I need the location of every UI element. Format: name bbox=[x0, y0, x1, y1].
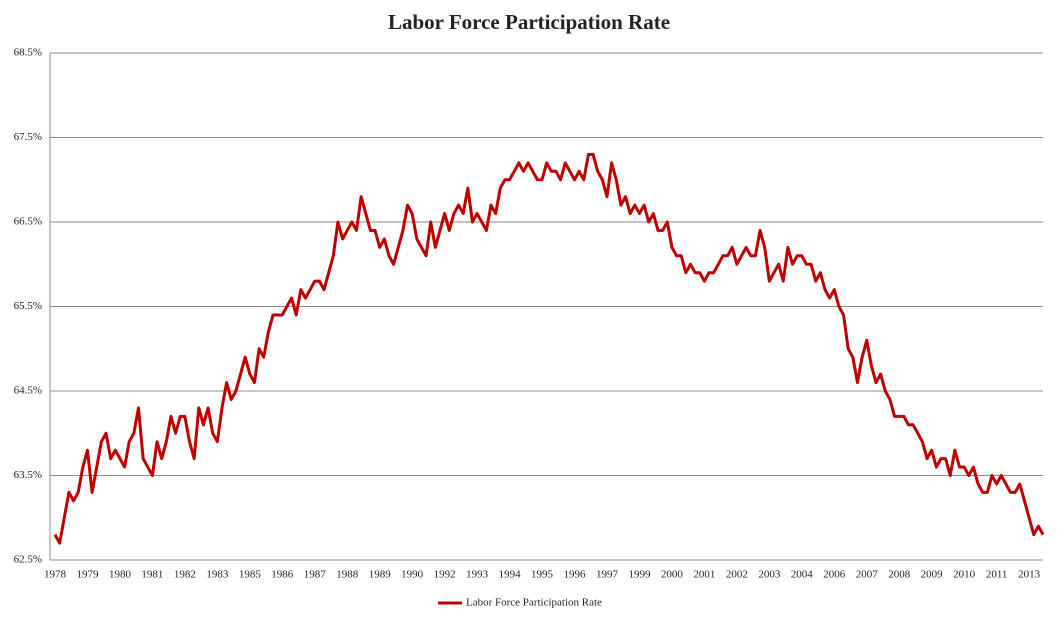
y-tick-label: 66.5% bbox=[14, 216, 42, 228]
x-tick-label: 1999 bbox=[628, 569, 651, 581]
x-tick-label: 1985 bbox=[239, 569, 262, 581]
x-tick-label: 2001 bbox=[693, 569, 715, 581]
x-tick-label: 1978 bbox=[44, 569, 67, 581]
x-tick-label: 2000 bbox=[661, 569, 684, 581]
x-tick-label: 1989 bbox=[369, 569, 392, 581]
x-tick-label: 1983 bbox=[206, 569, 229, 581]
x-tick-label: 1996 bbox=[564, 569, 587, 581]
x-tick-label: 1988 bbox=[336, 569, 359, 581]
x-tick-label: 1982 bbox=[174, 569, 196, 581]
data-line bbox=[53, 152, 1045, 545]
chart-title: Labor Force Participation Rate bbox=[388, 10, 670, 34]
x-tick-label: 2007 bbox=[856, 569, 879, 581]
x-tick-label: 1987 bbox=[304, 569, 327, 581]
x-tick-label: 1986 bbox=[271, 569, 294, 581]
y-tick-label: 63.5% bbox=[14, 469, 42, 481]
x-tick-label: 2011 bbox=[986, 569, 1008, 581]
x-tick-label: 1979 bbox=[76, 569, 99, 581]
x-tick-label: 2010 bbox=[953, 569, 976, 581]
y-tick-label: 65.5% bbox=[14, 300, 42, 312]
x-tick-label: 2004 bbox=[791, 569, 814, 581]
x-tick-label: 1995 bbox=[531, 569, 554, 581]
x-tick-label: 1994 bbox=[499, 569, 522, 581]
x-tick-label: 1992 bbox=[434, 569, 456, 581]
legend-label: Labor Force Participation Rate bbox=[466, 597, 602, 609]
y-tick-label: 67.5% bbox=[14, 131, 42, 143]
x-tick-label: 2008 bbox=[888, 569, 911, 581]
y-tick-label: 64.5% bbox=[14, 385, 42, 397]
x-tick-label: 2013 bbox=[1018, 569, 1041, 581]
x-tick-label: 1990 bbox=[401, 569, 424, 581]
y-tick-label: 68.5% bbox=[14, 47, 42, 59]
x-tick-label: 1981 bbox=[141, 569, 163, 581]
x-tick-label: 1980 bbox=[109, 569, 132, 581]
x-tick-label: 1997 bbox=[596, 569, 619, 581]
x-tick-label: 2003 bbox=[758, 569, 781, 581]
x-tick-label: 1993 bbox=[466, 569, 489, 581]
y-tick-label: 62.5% bbox=[14, 554, 42, 566]
x-tick-label: 2002 bbox=[726, 569, 748, 581]
x-tick-label: 2009 bbox=[921, 569, 944, 581]
x-tick-label: 2006 bbox=[823, 569, 846, 581]
